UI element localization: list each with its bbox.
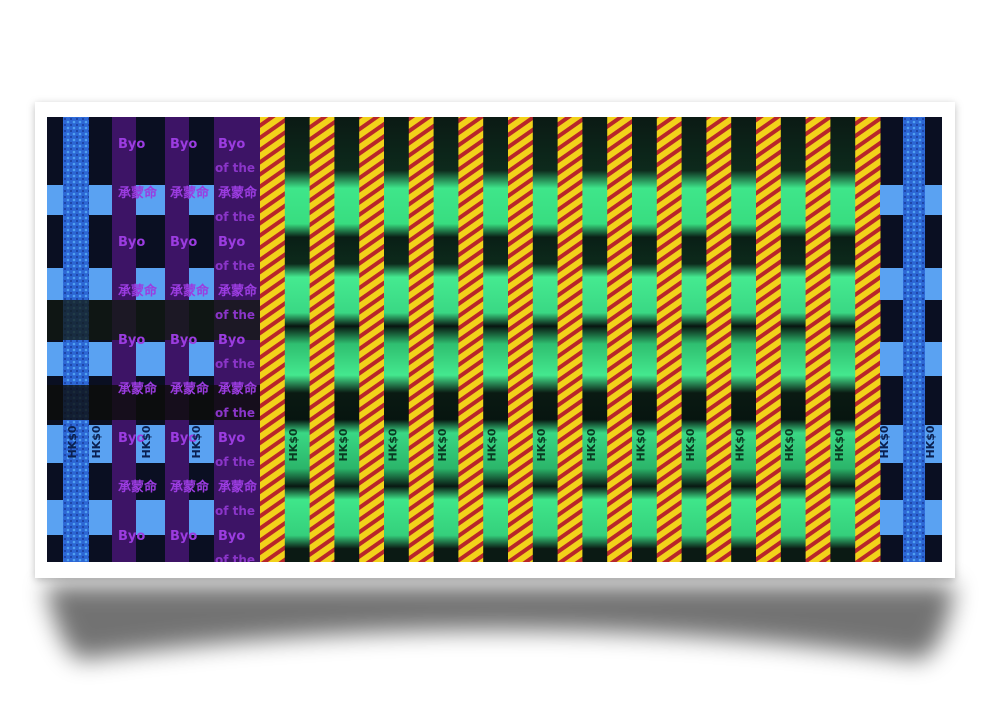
note-text: Byo: [218, 431, 245, 446]
green-strip: [681, 117, 707, 562]
note-text: Byo: [118, 529, 145, 544]
green-strip: [830, 117, 856, 562]
note-text: Byo: [218, 235, 245, 250]
green-strip: [532, 117, 559, 562]
denomination: HK$0: [783, 428, 796, 461]
note-text: of the: [215, 308, 255, 322]
note-text: Byo: [218, 333, 245, 348]
note-text: Byo: [118, 137, 145, 152]
blue-column: [903, 117, 925, 562]
note-text: 承蒙命: [170, 185, 210, 201]
green-strip: [433, 117, 459, 562]
yellow-strip: [408, 117, 435, 562]
green-strip: [384, 117, 410, 562]
note-text: of the: [215, 504, 255, 518]
denomination: HK$0: [386, 428, 399, 461]
denomination: HK$0: [140, 425, 153, 458]
yellow-strip: [706, 117, 732, 562]
note-text: 承蒙命: [118, 185, 158, 201]
dark-stripe: [47, 385, 260, 420]
denomination: HK$0: [833, 428, 846, 461]
yellow-strip: [607, 117, 633, 562]
green-strip: [780, 117, 807, 562]
yellow-strip: [359, 117, 385, 562]
note-text: Byo: [170, 431, 197, 446]
denomination: HK$0: [924, 425, 937, 458]
yellow-strip: [557, 117, 583, 562]
green-strip: [284, 117, 311, 562]
note-text: 承蒙命: [118, 283, 158, 299]
shadow: [45, 585, 955, 660]
denomination: HK$0: [66, 425, 79, 458]
denomination: HK$0: [287, 428, 300, 461]
denomination: HK$0: [734, 428, 747, 461]
green-strip: [483, 117, 509, 562]
yellow-strip: [260, 117, 286, 562]
note-text: of the: [215, 210, 255, 224]
denomination: HK$0: [878, 425, 891, 458]
yellow-strip: [656, 117, 683, 562]
note-text: Byo: [218, 529, 245, 544]
note-text: Byo: [218, 137, 245, 152]
note-text: Byo: [118, 333, 145, 348]
green-strip: [334, 117, 360, 562]
yellow-strip: [309, 117, 335, 562]
note-text: Byo: [170, 333, 197, 348]
note-text: 承蒙命: [118, 381, 158, 397]
note-text: of the: [215, 161, 255, 175]
note-text: 承蒙命: [170, 381, 210, 397]
note-text: Byo: [170, 137, 197, 152]
denomination: HK$0: [436, 428, 449, 461]
yellow-strip: [855, 117, 881, 562]
green-strip: [582, 117, 608, 562]
note-text: 承蒙命: [218, 381, 258, 397]
denomination: HK$0: [337, 428, 350, 461]
note-text: Byo: [118, 235, 145, 250]
note-text: 承蒙命: [170, 479, 210, 495]
note-text: Byo: [170, 529, 197, 544]
note-text: of the: [215, 455, 255, 469]
note-text: 承蒙命: [118, 479, 158, 495]
denomination: HK$0: [90, 425, 103, 458]
denomination: HK$0: [585, 428, 598, 461]
yellow-strip: [756, 117, 782, 562]
note-text: of the: [215, 553, 255, 567]
note-text: of the: [215, 406, 255, 420]
denomination: HK$0: [535, 428, 548, 461]
note-text: of the: [215, 357, 255, 371]
green-strip: [632, 117, 658, 562]
note-text: 承蒙命: [218, 283, 258, 299]
yellow-strip: [805, 117, 831, 562]
note-text: Byo: [118, 431, 145, 446]
note-text: 承蒙命: [170, 283, 210, 299]
yellow-strip: [458, 117, 484, 562]
note-text: 承蒙命: [218, 479, 258, 495]
green-strip: [731, 117, 757, 562]
note-text: of the: [215, 259, 255, 273]
note-text: 承蒙命: [218, 185, 258, 201]
yellow-strip: [508, 117, 534, 562]
denomination: HK$0: [486, 428, 499, 461]
denomination: HK$0: [684, 428, 697, 461]
note-text: Byo: [170, 235, 197, 250]
denomination: HK$0: [190, 425, 203, 458]
denomination: HK$0: [634, 428, 647, 461]
dark-stripe: [47, 300, 260, 340]
